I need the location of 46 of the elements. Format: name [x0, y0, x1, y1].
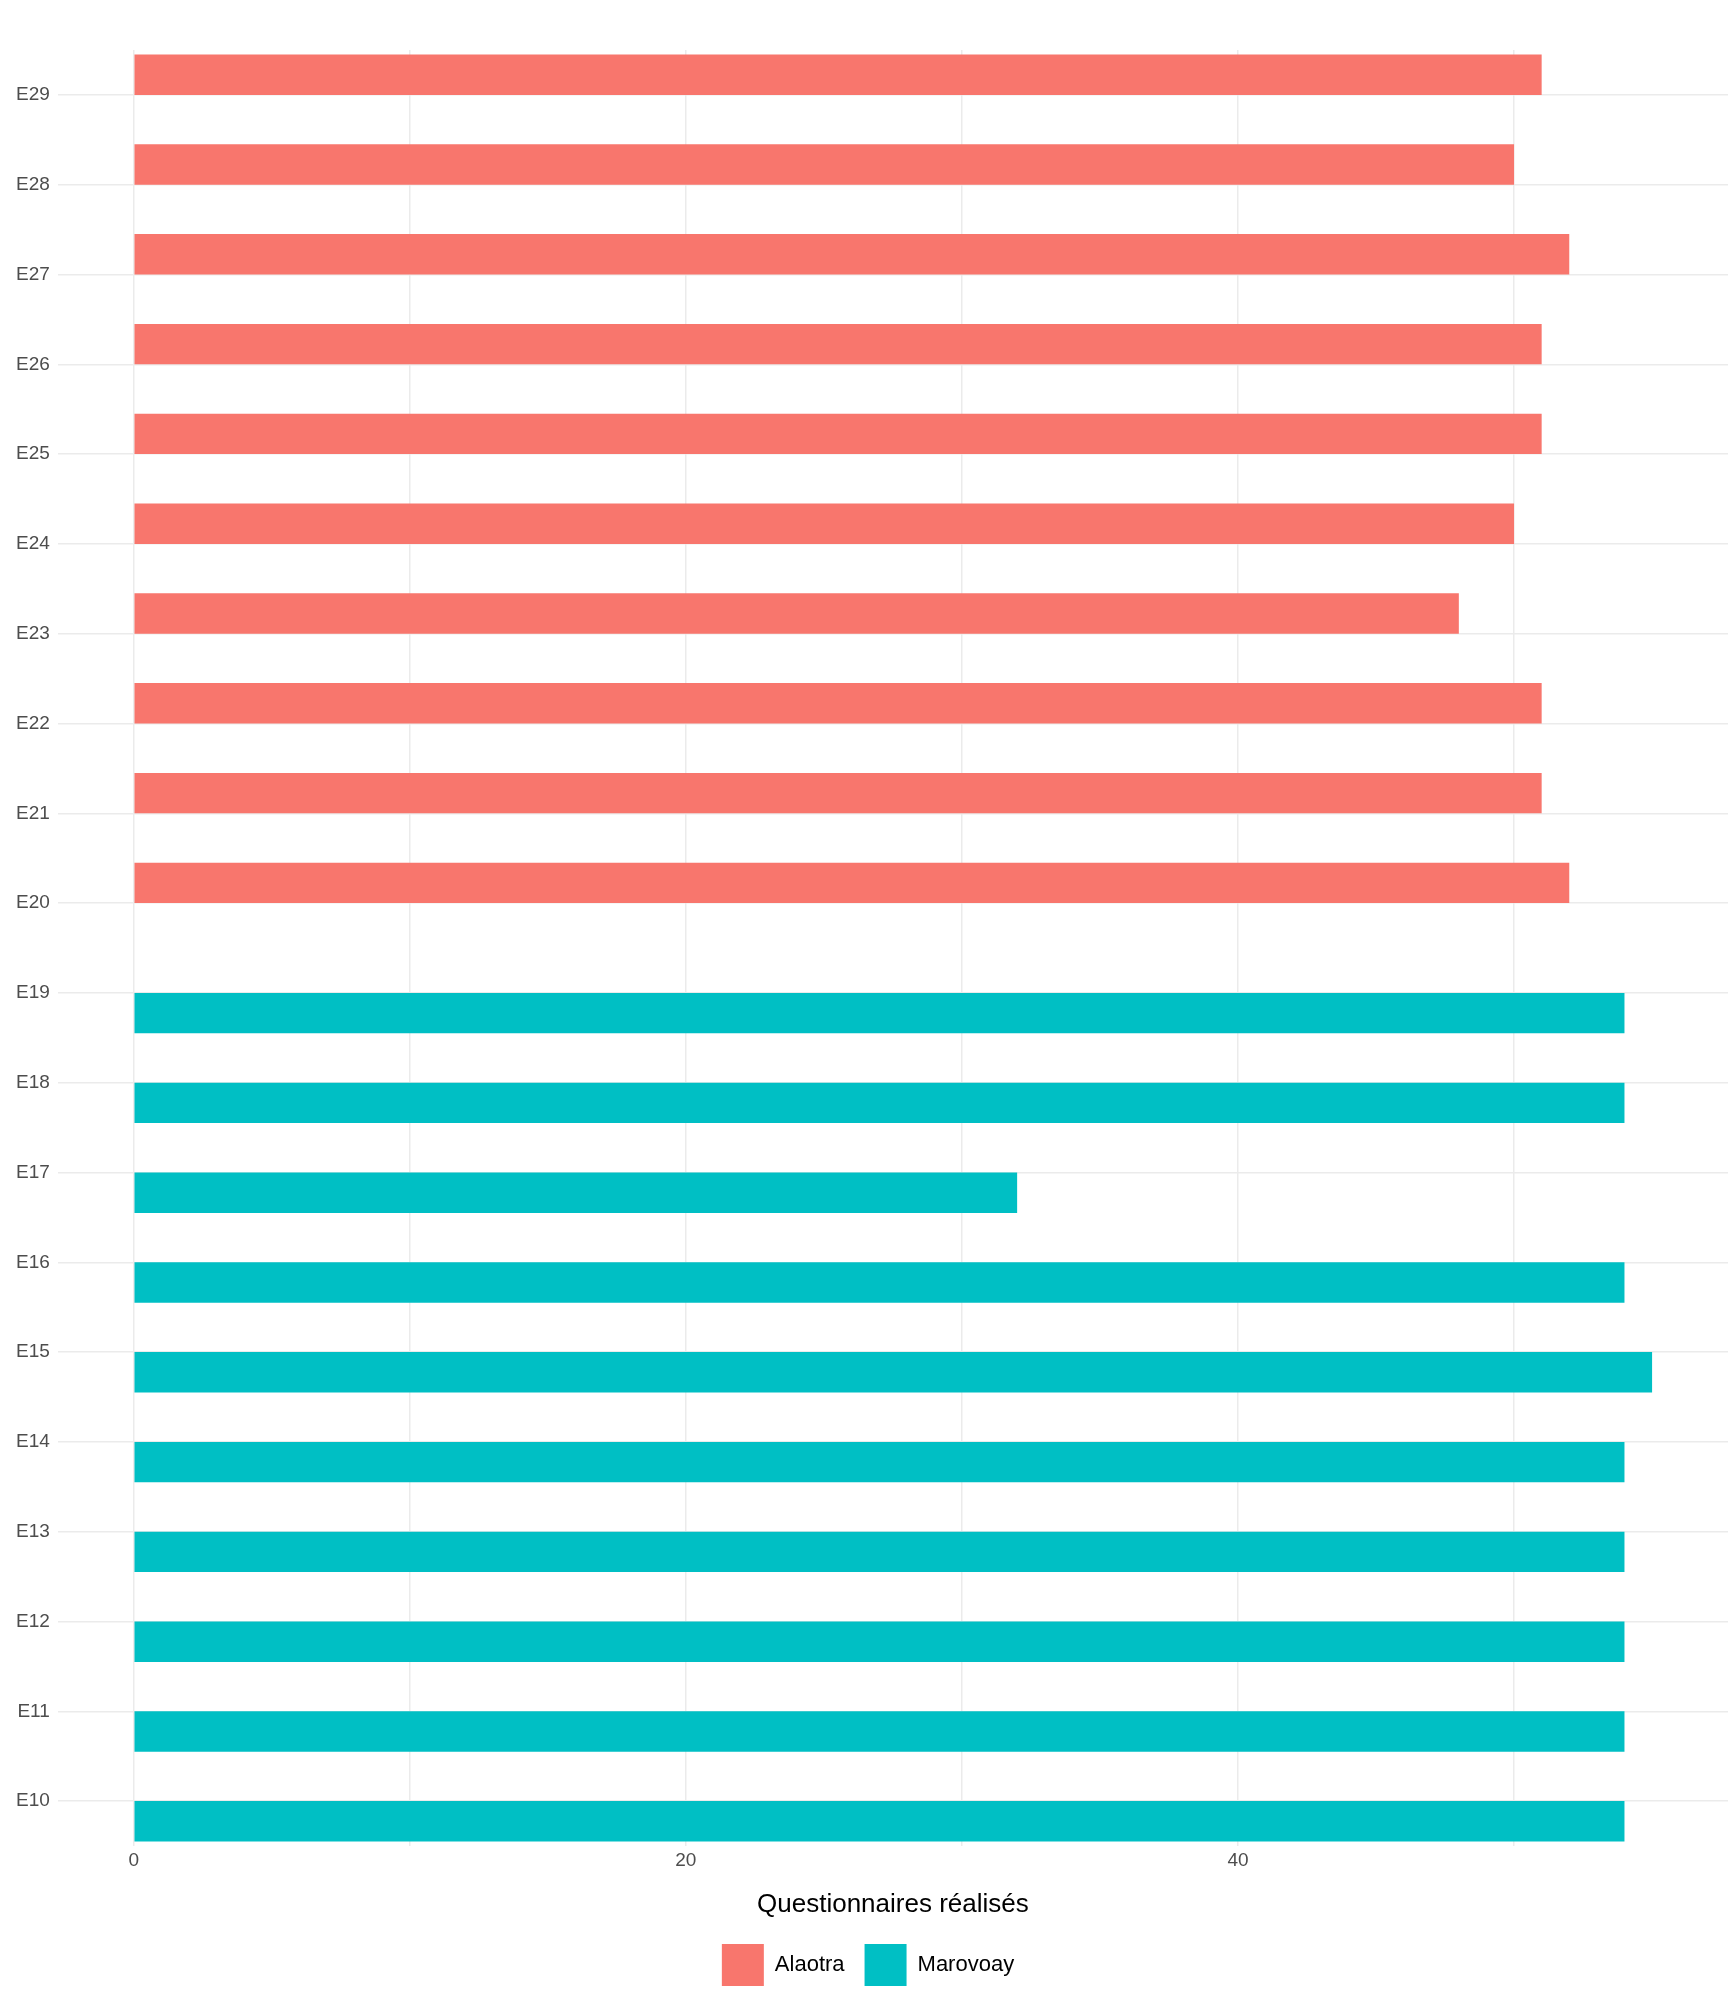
- bar: [134, 1441, 1625, 1483]
- y-tick-label: E24: [15, 532, 51, 554]
- legend-label: Alaotra: [774, 1951, 846, 1977]
- y-tick-label: E10: [15, 1789, 50, 1811]
- bar: [134, 503, 1515, 544]
- bar: [134, 1172, 1018, 1213]
- y-tick-label: E17: [15, 1160, 50, 1182]
- y-tick-label: E11: [17, 1699, 50, 1721]
- bar: [134, 1082, 1625, 1124]
- bar: [134, 1621, 1625, 1662]
- y-tick-label: E16: [15, 1250, 50, 1272]
- bar: [134, 1352, 1653, 1393]
- y-tick-label: E18: [15, 1070, 50, 1092]
- bar: [134, 1711, 1625, 1752]
- bar: [134, 323, 1542, 365]
- y-tick-label: E21: [15, 801, 50, 823]
- y-tick-label: E23: [15, 621, 50, 643]
- x-axis-title: Questionnaires réalisés: [757, 1887, 1029, 1918]
- y-tick-label: E26: [15, 352, 50, 374]
- y-tick-label: E27: [15, 262, 50, 284]
- bar: [134, 54, 1542, 95]
- x-tick-label: 0: [128, 1848, 140, 1870]
- bar: [134, 234, 1570, 275]
- y-tick-label: E19: [15, 981, 50, 1003]
- bar: [134, 1801, 1625, 1842]
- bar: [134, 772, 1542, 814]
- y-tick-label: E20: [15, 891, 50, 913]
- y-tick-label: E13: [15, 1519, 50, 1541]
- bar: [134, 683, 1542, 724]
- bar: [134, 862, 1570, 904]
- y-tick-label: E15: [15, 1340, 50, 1362]
- bar: [134, 1262, 1625, 1303]
- bar: [134, 413, 1542, 455]
- y-tick-label: E25: [15, 442, 50, 464]
- bar: [134, 144, 1515, 185]
- y-tick-label: E29: [15, 83, 50, 105]
- y-tick-label: E14: [15, 1430, 51, 1452]
- y-tick-label: E12: [15, 1609, 50, 1631]
- bar: [134, 593, 1459, 634]
- x-tick-label: 20: [675, 1848, 697, 1870]
- y-tick-label: E22: [15, 711, 50, 733]
- x-tick-label: 40: [1227, 1848, 1249, 1870]
- bar: [134, 1531, 1625, 1573]
- bar: [134, 992, 1625, 1034]
- y-tick-label: E28: [15, 172, 50, 194]
- legend-label: Marovoay: [917, 1951, 1015, 1977]
